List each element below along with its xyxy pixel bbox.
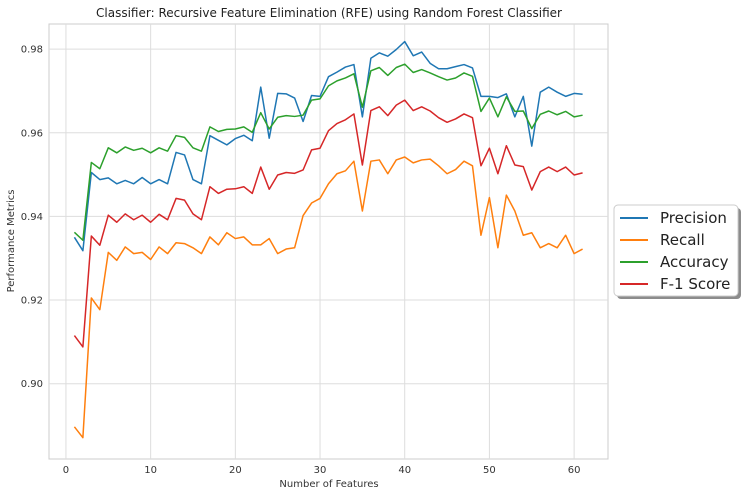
grid-lines: [49, 24, 608, 459]
y-axis-label: Performance Metrics: [6, 190, 17, 293]
legend-label-precision: Precision: [660, 209, 727, 227]
series-line-accuracy: [73, 63, 583, 241]
x-tick-label: 50: [483, 465, 496, 476]
x-tick-label: 20: [229, 465, 242, 476]
legend-items: Precision Recall Accuracy F-1 Score: [620, 209, 730, 293]
series-line-f-1-score: [73, 99, 583, 348]
legend-box: [613, 204, 739, 297]
x-tick-label: 30: [314, 465, 327, 476]
x-tick-label: 10: [144, 465, 157, 476]
x-tick-label: 40: [398, 465, 411, 476]
axis-ticks: 0 10 20 30 40 50 60 0.90 0.92 0.94 0.96 0.98: [21, 45, 581, 476]
x-tick-label: 60: [568, 465, 581, 476]
series-line-precision: [73, 40, 583, 252]
y-tick-label: 0.94: [21, 212, 43, 223]
legend-label-recall: Recall: [660, 231, 705, 249]
legend-label-accuracy: Accuracy: [660, 253, 729, 271]
series-lines: [73, 40, 583, 439]
plot-area-frame: [48, 23, 609, 460]
series-line-recall: [73, 156, 583, 439]
legend: Precision Recall Accuracy F-1 Score: [613, 204, 741, 299]
x-tick-label: 0: [63, 465, 69, 476]
y-tick-label: 0.90: [21, 379, 43, 390]
legend-label-f-1-score: F-1 Score: [660, 275, 730, 293]
chart-title: Classifier: Recursive Feature Eliminatio…: [96, 6, 562, 20]
y-tick-label: 0.98: [21, 45, 43, 56]
x-axis-label: Number of Features: [279, 479, 378, 490]
y-tick-label: 0.92: [21, 296, 43, 307]
y-tick-label: 0.96: [21, 128, 43, 139]
